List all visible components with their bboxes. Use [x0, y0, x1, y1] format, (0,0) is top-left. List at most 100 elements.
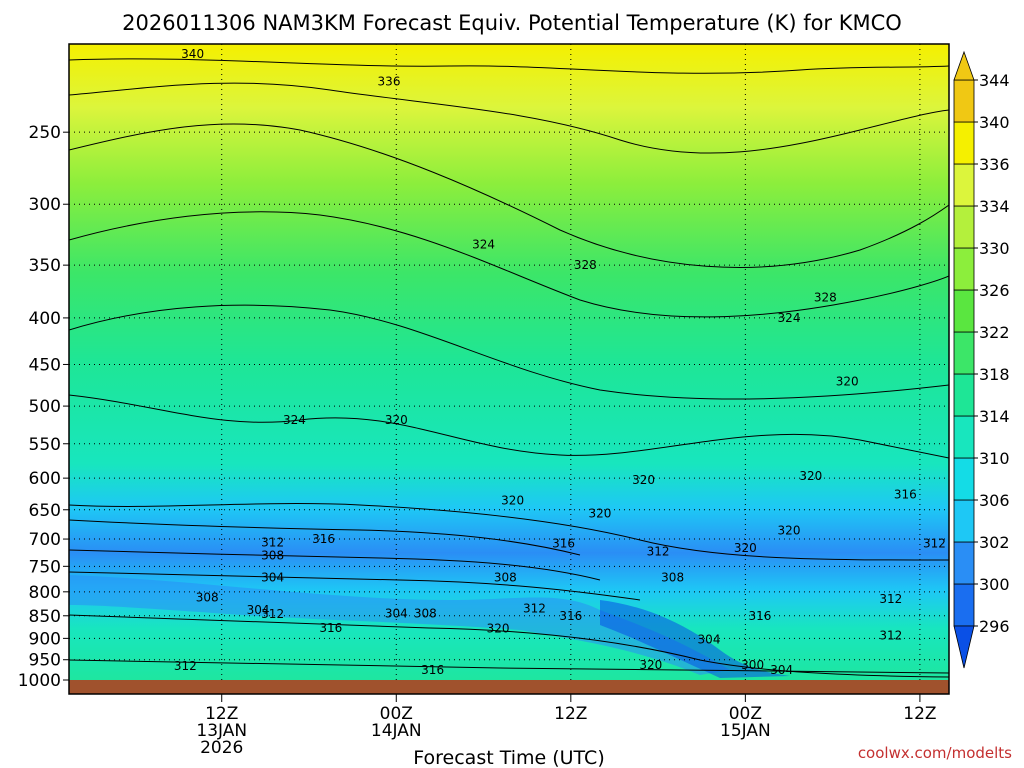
- contour-label: 320: [385, 413, 408, 427]
- contour-label-text: 320: [385, 413, 408, 427]
- colorbar-label: 302: [979, 533, 1010, 552]
- contour-label-text: 320: [501, 494, 524, 508]
- x-tick-label: 2026: [200, 738, 243, 758]
- plot-frame: [68, 43, 950, 695]
- contour-label-text: 304: [247, 603, 270, 617]
- contour-label: 316: [559, 609, 582, 623]
- contour-label-text: 304: [385, 606, 408, 620]
- y-tick-label: 550: [29, 435, 61, 455]
- contour-label-text: 312: [879, 628, 902, 642]
- colorbar-segment: [953, 541, 975, 585]
- contour-label: 308: [661, 571, 684, 585]
- contour-label: 320: [632, 473, 655, 487]
- contour-label: 300: [741, 658, 764, 672]
- colorbar-segment: [953, 121, 975, 165]
- contour-label-text: 308: [261, 549, 284, 563]
- y-tick-label: 400: [29, 309, 61, 329]
- contour-label-text: 328: [574, 258, 597, 272]
- colorbar-label: 330: [979, 239, 1010, 258]
- contour-label-text: 324: [472, 237, 495, 251]
- contour-label: 312: [174, 659, 197, 673]
- contour-label-text: 312: [923, 537, 946, 551]
- contour-label: 308: [261, 549, 284, 563]
- colorbar-segment: [953, 247, 975, 291]
- x-tick-label: 00Z: [380, 704, 413, 724]
- contour-label: 312: [647, 544, 670, 558]
- contour-label-text: 316: [319, 621, 342, 635]
- y-tick-label: 1000: [18, 671, 61, 691]
- colorbar-label: 340: [979, 113, 1010, 132]
- colorbar-label: 310: [979, 449, 1010, 468]
- contour-label: 316: [421, 663, 444, 677]
- colorbar-label: 306: [979, 491, 1010, 510]
- contour-label: 328: [574, 258, 597, 272]
- contour-label-text: 316: [559, 609, 582, 623]
- contour-label: 312: [261, 535, 284, 549]
- colorbar-high-extension: [953, 50, 975, 81]
- colorbar-label: 322: [979, 323, 1010, 342]
- y-axis: 2503003504004505005506006507007508008509…: [18, 123, 69, 691]
- y-tick-label: 850: [29, 607, 61, 627]
- contour-label-text: 320: [487, 622, 510, 636]
- contour-label-text: 308: [414, 606, 437, 620]
- contour-label-text: 304: [698, 633, 721, 647]
- contour-labels: 340 336 324 328 328 324 320 324 320 320 320 320 316 3…: [174, 47, 946, 677]
- x-tick-label: 12Z: [903, 704, 936, 724]
- y-tick-label: 950: [29, 651, 61, 671]
- y-tick-label: 350: [29, 256, 61, 276]
- contour-label: 312: [879, 592, 902, 606]
- contour-label-text: 304: [770, 663, 793, 677]
- colorbar-segment: [953, 499, 975, 543]
- contour-label-text: 336: [378, 75, 401, 89]
- contour-label: 316: [552, 537, 575, 551]
- y-tick-label: 700: [29, 530, 61, 550]
- y-tick-label: 500: [29, 397, 61, 417]
- y-tick-label: 600: [29, 469, 61, 489]
- contour-label-text: 320: [734, 541, 757, 555]
- colorbar-segment: [953, 79, 975, 123]
- contour-label-text: 312: [523, 602, 546, 616]
- x-tick-label: 14JAN: [371, 721, 422, 741]
- colorbar-label: 334: [979, 197, 1010, 216]
- contour-label-text: 316: [421, 663, 444, 677]
- colorbar-segment: [953, 331, 975, 375]
- contour-label: 308: [494, 571, 517, 585]
- contour-label: 312: [261, 607, 284, 621]
- colorbar: 296 300 302 306 310 314 318 322 326 330 334 336 340 3…: [953, 50, 1010, 669]
- colorbar-label: 336: [979, 155, 1010, 174]
- contour-label: 316: [748, 609, 771, 623]
- y-tick-label: 900: [29, 629, 61, 649]
- contour-label: 324: [472, 237, 495, 251]
- contour-label-text: 316: [552, 537, 575, 551]
- x-gridlines: [221, 44, 921, 680]
- field-background: [69, 44, 949, 680]
- contour-label-text: 328: [814, 291, 837, 305]
- colorbar-label: 300: [979, 575, 1010, 594]
- contour-label-text: 308: [196, 591, 219, 605]
- low-level-cold-band: [69, 575, 730, 675]
- contour-label: 316: [894, 487, 917, 501]
- colorbar-label: 326: [979, 281, 1010, 300]
- colorbar-segment: [953, 205, 975, 249]
- contour-label: 312: [923, 537, 946, 551]
- contour-label-text: 320: [799, 469, 822, 483]
- contour-label: 304: [770, 663, 793, 677]
- contour-label-text: 320: [632, 473, 655, 487]
- contour-lines: [69, 58, 949, 678]
- contour-label-text: 316: [748, 609, 771, 623]
- x-axis-title: Forecast Time (UTC): [413, 747, 604, 768]
- contour-label: 304: [698, 633, 721, 647]
- x-tick-label: 12Z: [205, 704, 238, 724]
- contour-label-text: 316: [894, 487, 917, 501]
- plot-area: [69, 44, 949, 680]
- contour-label: 320: [501, 494, 524, 508]
- contour-label: 308: [196, 591, 219, 605]
- contour-label-text: 312: [261, 535, 284, 549]
- contour-label: 316: [312, 532, 335, 546]
- contour-label: 320: [639, 658, 662, 672]
- contour-label-text: 308: [661, 571, 684, 585]
- contour-label-text: 312: [647, 544, 670, 558]
- contour-label: 312: [523, 602, 546, 616]
- colorbar-label: 296: [979, 617, 1010, 636]
